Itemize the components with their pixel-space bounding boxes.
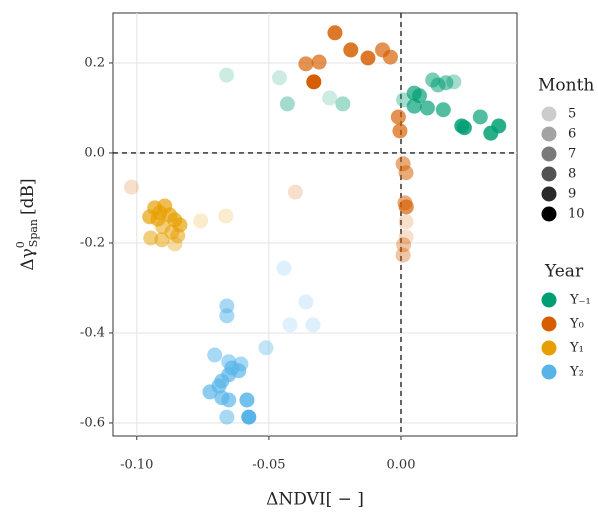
point — [219, 308, 235, 324]
point — [438, 75, 454, 91]
y-tick-label: 0.2 — [84, 55, 105, 70]
point — [239, 392, 255, 408]
legend-title: Year — [544, 262, 584, 282]
point — [258, 340, 274, 356]
legend-label: 8 — [568, 167, 576, 182]
legend-swatch — [541, 316, 557, 332]
point — [282, 317, 298, 333]
point — [491, 118, 507, 134]
legend-label: Y₂ — [569, 365, 584, 380]
legend-swatch — [541, 146, 557, 162]
point — [343, 42, 359, 58]
legend-label: 5 — [568, 107, 576, 122]
legend-swatch — [541, 364, 557, 380]
point — [202, 384, 218, 400]
legend-swatch — [541, 340, 557, 356]
point — [392, 123, 408, 139]
point — [398, 165, 414, 181]
y-axis-label: Δγ0Span [dB] — [14, 178, 40, 270]
point — [419, 100, 435, 116]
legend-swatch — [541, 126, 557, 142]
x-tick-label: -0.10 — [120, 458, 153, 473]
point — [279, 96, 295, 112]
point — [382, 49, 398, 65]
point — [306, 74, 322, 90]
legend-swatch — [541, 206, 557, 222]
y-label-unit: [dB] — [18, 178, 38, 215]
point — [435, 102, 451, 118]
point — [219, 409, 235, 425]
legend-label: 6 — [568, 127, 576, 142]
point — [241, 409, 257, 425]
legend-swatch — [541, 166, 557, 182]
point — [327, 25, 343, 41]
point — [446, 74, 462, 90]
point — [395, 247, 411, 263]
point — [154, 232, 170, 248]
y-label-sup: 0 — [14, 241, 27, 248]
legend-swatch — [541, 292, 557, 308]
y-tick-label: -0.2 — [80, 235, 105, 250]
point — [271, 70, 287, 86]
point — [390, 109, 406, 125]
point — [322, 90, 338, 106]
point — [287, 184, 303, 200]
y-tick-label: -0.6 — [80, 415, 105, 430]
legend-title: Month — [538, 76, 594, 96]
point — [396, 237, 412, 253]
point — [472, 109, 488, 125]
x-tick-label: 0.00 — [387, 458, 416, 473]
point — [456, 120, 472, 136]
y-label-sub: Span — [27, 219, 40, 247]
point — [305, 317, 321, 333]
point — [398, 229, 414, 245]
point — [335, 96, 351, 112]
legend-swatch — [541, 106, 557, 122]
point — [276, 260, 292, 276]
point — [167, 236, 183, 252]
y-tick-label: 0.0 — [84, 145, 105, 160]
point — [298, 56, 314, 72]
point — [123, 179, 139, 195]
point — [311, 54, 327, 70]
point — [360, 50, 376, 66]
point — [214, 390, 230, 406]
point — [218, 208, 234, 224]
x-tick-label: -0.05 — [252, 458, 285, 473]
point — [193, 213, 209, 229]
point — [298, 294, 314, 310]
legend-label: 9 — [568, 187, 576, 202]
point — [398, 214, 414, 230]
point — [170, 228, 186, 244]
legend-label: Y₀ — [569, 317, 584, 332]
legend-label: Y₁ — [569, 341, 584, 356]
y-label-base: Δγ — [18, 248, 38, 270]
legend-label: 7 — [568, 147, 576, 162]
point — [406, 98, 422, 114]
y-tick-label: -0.4 — [80, 325, 105, 340]
point — [143, 230, 159, 246]
legend-label: 10 — [568, 207, 585, 222]
point — [219, 67, 235, 83]
legend-label: Y₋₁ — [569, 293, 591, 308]
legend-swatch — [541, 186, 557, 202]
point — [398, 199, 414, 215]
point — [207, 347, 223, 363]
x-axis-label: ΔNDVI[ − ] — [266, 490, 364, 510]
